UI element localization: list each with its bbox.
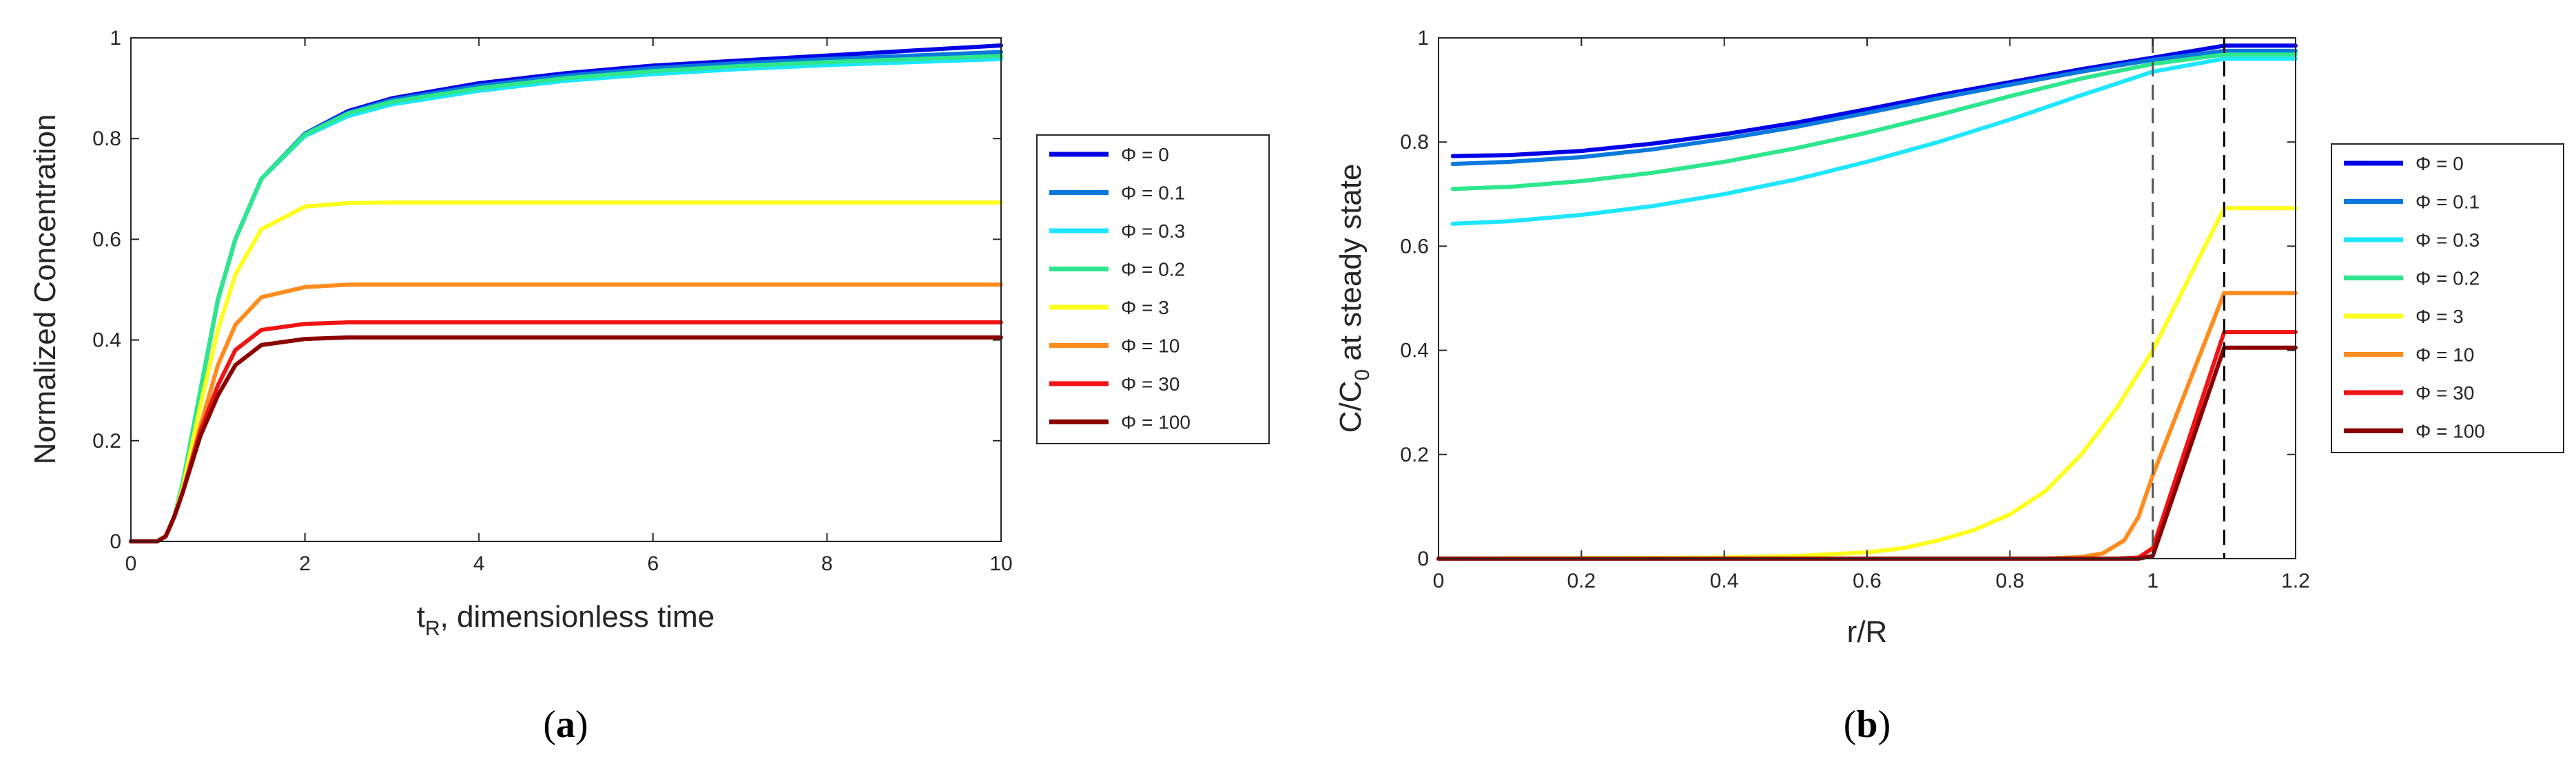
chart-b-y-tick-label-5: 1 bbox=[1417, 27, 1429, 50]
chart-b-series-line-1 bbox=[1450, 48, 2298, 166]
chart-a-y-axis-label: Normalized Concentration bbox=[28, 114, 62, 465]
chart-a-legend-label-1: Φ = 0.1 bbox=[1121, 183, 1185, 204]
chart-a-series-line-7 bbox=[129, 335, 1003, 543]
chart-a-legend-box bbox=[1036, 134, 1270, 444]
chart-a-legend-label-6: Φ = 30 bbox=[1121, 373, 1179, 395]
chart-a-legend-label-5: Φ = 10 bbox=[1121, 335, 1179, 357]
chart-b-legend-label-0: Φ = 0 bbox=[2415, 153, 2464, 174]
chart-b-legend-label-6: Φ = 30 bbox=[2415, 382, 2474, 404]
chart-a-y-tick-label-5: 1 bbox=[110, 27, 121, 50]
chart-a-legend-label-2: Φ = 0.3 bbox=[1121, 220, 1185, 242]
chart-a-x-axis-label-rest: , dimensionless time bbox=[440, 600, 715, 634]
chart-a-x-tick-label-3: 6 bbox=[647, 552, 659, 575]
chart-b-legend: Φ = 0 Φ = 0.1 Φ = 0.3 Φ = 0.2 Φ = 3 Φ = 10 Φ =… bbox=[2331, 143, 2564, 453]
chart-b-y-tick-label-0: 0 bbox=[1417, 548, 1429, 570]
chart-b-y-axis-label-pre: C/C bbox=[1334, 381, 1368, 433]
chart-b-series-line-4 bbox=[1436, 206, 2298, 561]
chart-b-legend-label-3: Φ = 0.2 bbox=[2415, 268, 2480, 289]
chart-b-y-tick-label-4: 0.8 bbox=[1400, 131, 1429, 154]
chart-b-x-tick-label-5: 1 bbox=[2147, 570, 2158, 592]
chart-a-x-tick-label-2: 4 bbox=[473, 552, 485, 575]
chart-a-x-tick-label-1: 2 bbox=[299, 552, 311, 575]
chart-b: 0 0.2 0.4 0.6 0.8 1 1.200.20.40.60.81 r/R C/C0… bbox=[1334, 27, 2564, 649]
panel-label-a: (a) bbox=[543, 703, 588, 746]
chart-a-x-axis-label: tR, dimensionless time bbox=[417, 600, 715, 640]
chart-b-legend-label-7: Φ = 100 bbox=[2415, 421, 2485, 442]
chart-b-y-axis-label-sub: 0 bbox=[1351, 369, 1374, 381]
chart-b-legend-label-5: Φ = 10 bbox=[2415, 344, 2474, 366]
chart-b-y-tick-label-3: 0.6 bbox=[1400, 235, 1429, 258]
chart-b-legend-box bbox=[2331, 143, 2564, 453]
chart-b-y-axis-label-post: at steady state bbox=[1334, 164, 1368, 369]
chart-a-y-tick-label-0: 0 bbox=[110, 530, 121, 553]
chart-a-axes-box bbox=[130, 37, 1002, 542]
chart-b-plot-area bbox=[1439, 38, 2296, 559]
chart-b-legend-label-1: Φ = 0.1 bbox=[2415, 191, 2480, 213]
chart-a-x-tick-label-4: 8 bbox=[821, 552, 833, 575]
chart-a-x-axis-label-main: t bbox=[417, 600, 425, 634]
chart-b-y-tick-label-2: 0.4 bbox=[1400, 340, 1429, 362]
chart-b-legend-label-4: Φ = 3 bbox=[2415, 306, 2464, 327]
chart-a-y-tick-label-2: 0.4 bbox=[92, 329, 121, 352]
chart-a-x-axis-label-sub: R bbox=[425, 617, 440, 640]
chart-a-x-tick-label-5: 10 bbox=[989, 552, 1012, 575]
chart-a-y-tick-label-4: 0.8 bbox=[92, 127, 121, 150]
chart-b-x-tick-label-4: 0.8 bbox=[1995, 570, 2024, 592]
chart-a-x-tick-label-0: 0 bbox=[125, 552, 137, 575]
chart-b-x-tick-label-0: 0 bbox=[1433, 570, 1445, 592]
chart-a-legend-label-3: Φ = 0.2 bbox=[1121, 259, 1185, 280]
chart-a-legend: Φ = 0 Φ = 0.1 Φ = 0.3 Φ = 0.2 Φ = 3 Φ = 10 Φ =… bbox=[1036, 134, 1270, 444]
chart-b-x-tick-label-2: 0.4 bbox=[1710, 570, 1739, 592]
chart-b-x-tick-label-6: 1.2 bbox=[2281, 570, 2310, 592]
chart-a-plot-area bbox=[131, 38, 1001, 541]
chart-a-legend-label-0: Φ = 0 bbox=[1121, 144, 1169, 165]
panel-label-b: (b) bbox=[1844, 703, 1890, 746]
chart-b-x-tick-label-1: 0.2 bbox=[1567, 570, 1596, 592]
chart-b-y-axis-label: C/C0 at steady state bbox=[1334, 164, 1374, 433]
chart-b-x-tick-label-3: 0.6 bbox=[1853, 570, 1882, 592]
chart-b-series-line-0 bbox=[1450, 43, 2298, 158]
chart-a-legend-label-7: Φ = 100 bbox=[1121, 412, 1191, 433]
chart-a-y-tick-label-1: 0.2 bbox=[92, 430, 121, 453]
chart-a: 0 2 4 6 8 10 0 0.2 0.4 0.6 0.8 1 tR, dimensionless … bbox=[28, 27, 1270, 640]
chart-b-legend-label-2: Φ = 0.3 bbox=[2415, 229, 2480, 251]
chart-b-x-axis-label: r/R bbox=[1847, 615, 1888, 649]
chart-a-legend-label-4: Φ = 3 bbox=[1121, 297, 1169, 318]
chart-a-y-tick-label-3: 0.6 bbox=[92, 228, 121, 251]
chart-b-y-tick-label-1: 0.2 bbox=[1400, 444, 1429, 466]
